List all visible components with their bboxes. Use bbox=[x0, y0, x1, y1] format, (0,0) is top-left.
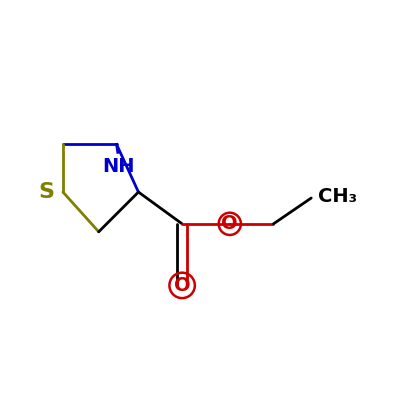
Text: O: O bbox=[174, 276, 190, 295]
Text: NH: NH bbox=[102, 157, 135, 176]
Text: S: S bbox=[38, 182, 54, 202]
Text: CH₃: CH₃ bbox=[318, 186, 356, 206]
Text: O: O bbox=[222, 214, 238, 233]
